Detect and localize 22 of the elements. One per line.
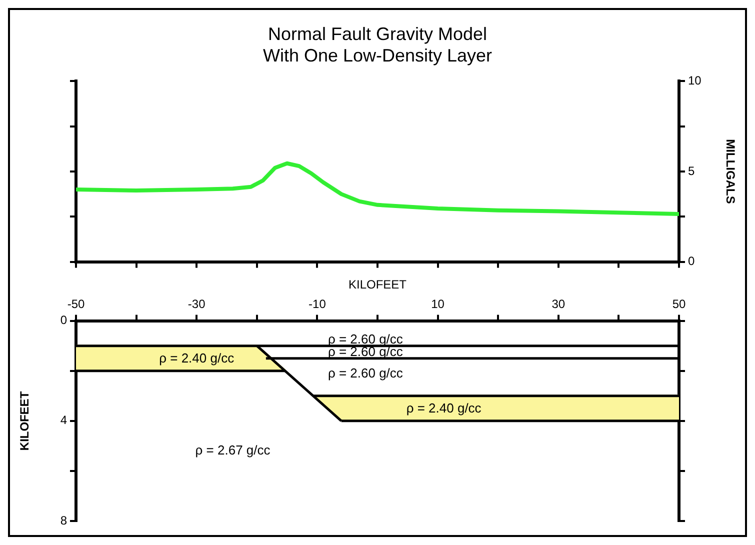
x-tick-label: 50 — [672, 296, 686, 311]
annotation: ρ = 2.40 g/cc — [159, 350, 235, 366]
x-tick-label: -30 — [188, 296, 206, 311]
y2-axis-title: MILLIGALS — [723, 139, 738, 204]
chart-title: Normal Fault Gravity Model With One Low-Density Layer — [262, 24, 492, 66]
annotation: ρ = 2.67 g/cc — [195, 442, 271, 458]
y-axis-title: KILOFEET — [18, 390, 32, 451]
y-tick-label: 4 — [60, 413, 68, 428]
x-tick-label: 10 — [431, 296, 445, 311]
x-axis-title: KILOFEET — [348, 278, 408, 292]
x-tick-label: -50 — [67, 296, 85, 311]
y2-tick-label: 5 — [688, 164, 695, 178]
y2-tick-label: 0 — [688, 254, 695, 268]
y-tick-label: 8 — [60, 513, 68, 528]
x-tick-label: -10 — [308, 296, 326, 311]
annotation: ρ = 2.40 g/cc — [406, 400, 482, 416]
annotation: ρ = 2.60 g/cc — [328, 344, 404, 360]
y-tick-label: 0 — [60, 313, 68, 328]
x-tick-label: 30 — [552, 296, 566, 311]
annotation: ρ = 2.60 g/cc — [328, 365, 404, 380]
annotation: ρ = 2.60 g/cc — [328, 331, 404, 346]
y2-tick-label: 10 — [688, 74, 702, 88]
